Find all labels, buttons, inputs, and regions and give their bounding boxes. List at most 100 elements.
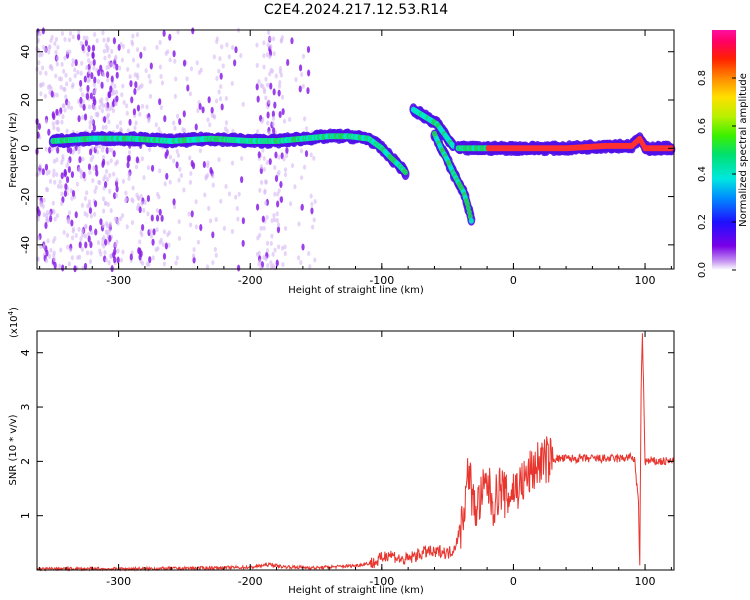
noise-speck [310, 207, 314, 215]
noise-speck [89, 157, 93, 163]
y-tick-label: 3 [19, 404, 32, 411]
noise-speck [85, 212, 89, 218]
noise-speck [299, 148, 304, 154]
noise-speck [175, 161, 179, 169]
noise-speck [38, 163, 42, 169]
noise-speck [262, 167, 266, 173]
noise-speck [108, 235, 112, 243]
noise-speck [60, 160, 64, 166]
noise-speck [155, 214, 160, 222]
noise-speck [120, 213, 125, 219]
noise-speck [70, 255, 74, 261]
noise-speck [141, 223, 145, 231]
y-tick-label: 40 [19, 45, 32, 59]
noise-speck [101, 223, 106, 229]
noise-speck [77, 29, 81, 35]
noise-speck [40, 65, 45, 71]
noise-speck [262, 254, 266, 260]
noise-speck [115, 192, 119, 198]
noise-speck [235, 206, 239, 212]
noise-speck [140, 261, 145, 267]
noise-speck [202, 160, 206, 168]
noise-speck [218, 96, 223, 102]
noise-speck [304, 126, 309, 132]
noise-speck [66, 244, 70, 250]
noise-speck [89, 250, 93, 256]
noise-speck [77, 226, 81, 232]
noise-speck [283, 172, 288, 178]
noise-speck [49, 215, 53, 223]
noise-speck [283, 251, 287, 257]
noise-speck [84, 223, 88, 229]
noise-speck [67, 210, 72, 216]
noise-speck [221, 63, 225, 69]
noise-speck [84, 39, 88, 47]
noise-speck [80, 247, 84, 253]
noise-speck [262, 64, 266, 70]
noise-speck [234, 194, 238, 200]
noise-speck [237, 191, 241, 197]
noise-speck [296, 255, 301, 261]
noise-speck [110, 49, 114, 55]
noise-speck [116, 248, 120, 254]
noise-speck [63, 87, 67, 93]
noise-speck [276, 222, 281, 228]
noise-speck [108, 188, 112, 194]
noise-speck [119, 126, 123, 132]
noise-speck [52, 253, 56, 259]
noise-speck [158, 168, 162, 174]
noise-speck [194, 224, 198, 230]
noise-speck [53, 179, 57, 185]
noise-speck [125, 224, 129, 230]
noise-speck [77, 115, 81, 123]
x-tick-label: -100 [369, 274, 394, 287]
noise-speck [146, 195, 151, 203]
noise-speck [220, 44, 224, 50]
noise-speck [142, 175, 146, 181]
noise-speck [62, 230, 66, 236]
noise-speck [143, 199, 147, 205]
noise-speck [285, 147, 289, 155]
noise-speck [271, 263, 275, 269]
noise-speck [103, 250, 107, 256]
noise-speck [283, 167, 288, 173]
noise-speck [71, 58, 75, 64]
noise-speck [125, 110, 129, 116]
noise-speck [109, 85, 113, 93]
noise-speck [118, 216, 123, 222]
noise-speck [168, 33, 172, 41]
y-tick-label: -20 [19, 188, 32, 206]
noise-speck [102, 208, 106, 214]
noise-speck [227, 191, 232, 197]
noise-speck [79, 96, 83, 104]
noise-speck [274, 174, 279, 182]
noise-speck [231, 128, 235, 134]
noise-speck [80, 202, 85, 208]
noise-speck [47, 128, 51, 136]
noise-speck [239, 53, 243, 59]
noise-speck [88, 207, 93, 215]
noise-speck [208, 218, 213, 224]
noise-speck [234, 46, 238, 54]
noise-speck [220, 103, 224, 111]
noise-speck [74, 59, 78, 67]
noise-speck [101, 71, 105, 77]
noise-speck [286, 59, 290, 67]
noise-speck [70, 171, 75, 179]
noise-speck [77, 33, 81, 41]
noise-speck [105, 106, 109, 112]
noise-speck [177, 219, 181, 225]
noise-speck [140, 201, 144, 207]
noise-speck [51, 200, 55, 206]
noise-speck [106, 36, 111, 42]
noise-speck [158, 64, 163, 70]
noise-speck [58, 179, 62, 185]
noise-speck [50, 90, 54, 98]
noise-speck [157, 126, 161, 132]
noise-speck [96, 78, 101, 84]
noise-speck [100, 81, 104, 89]
noise-speck [92, 96, 96, 104]
ridge-core [403, 169, 409, 176]
noise-speck [149, 233, 153, 239]
noise-speck [300, 71, 304, 77]
